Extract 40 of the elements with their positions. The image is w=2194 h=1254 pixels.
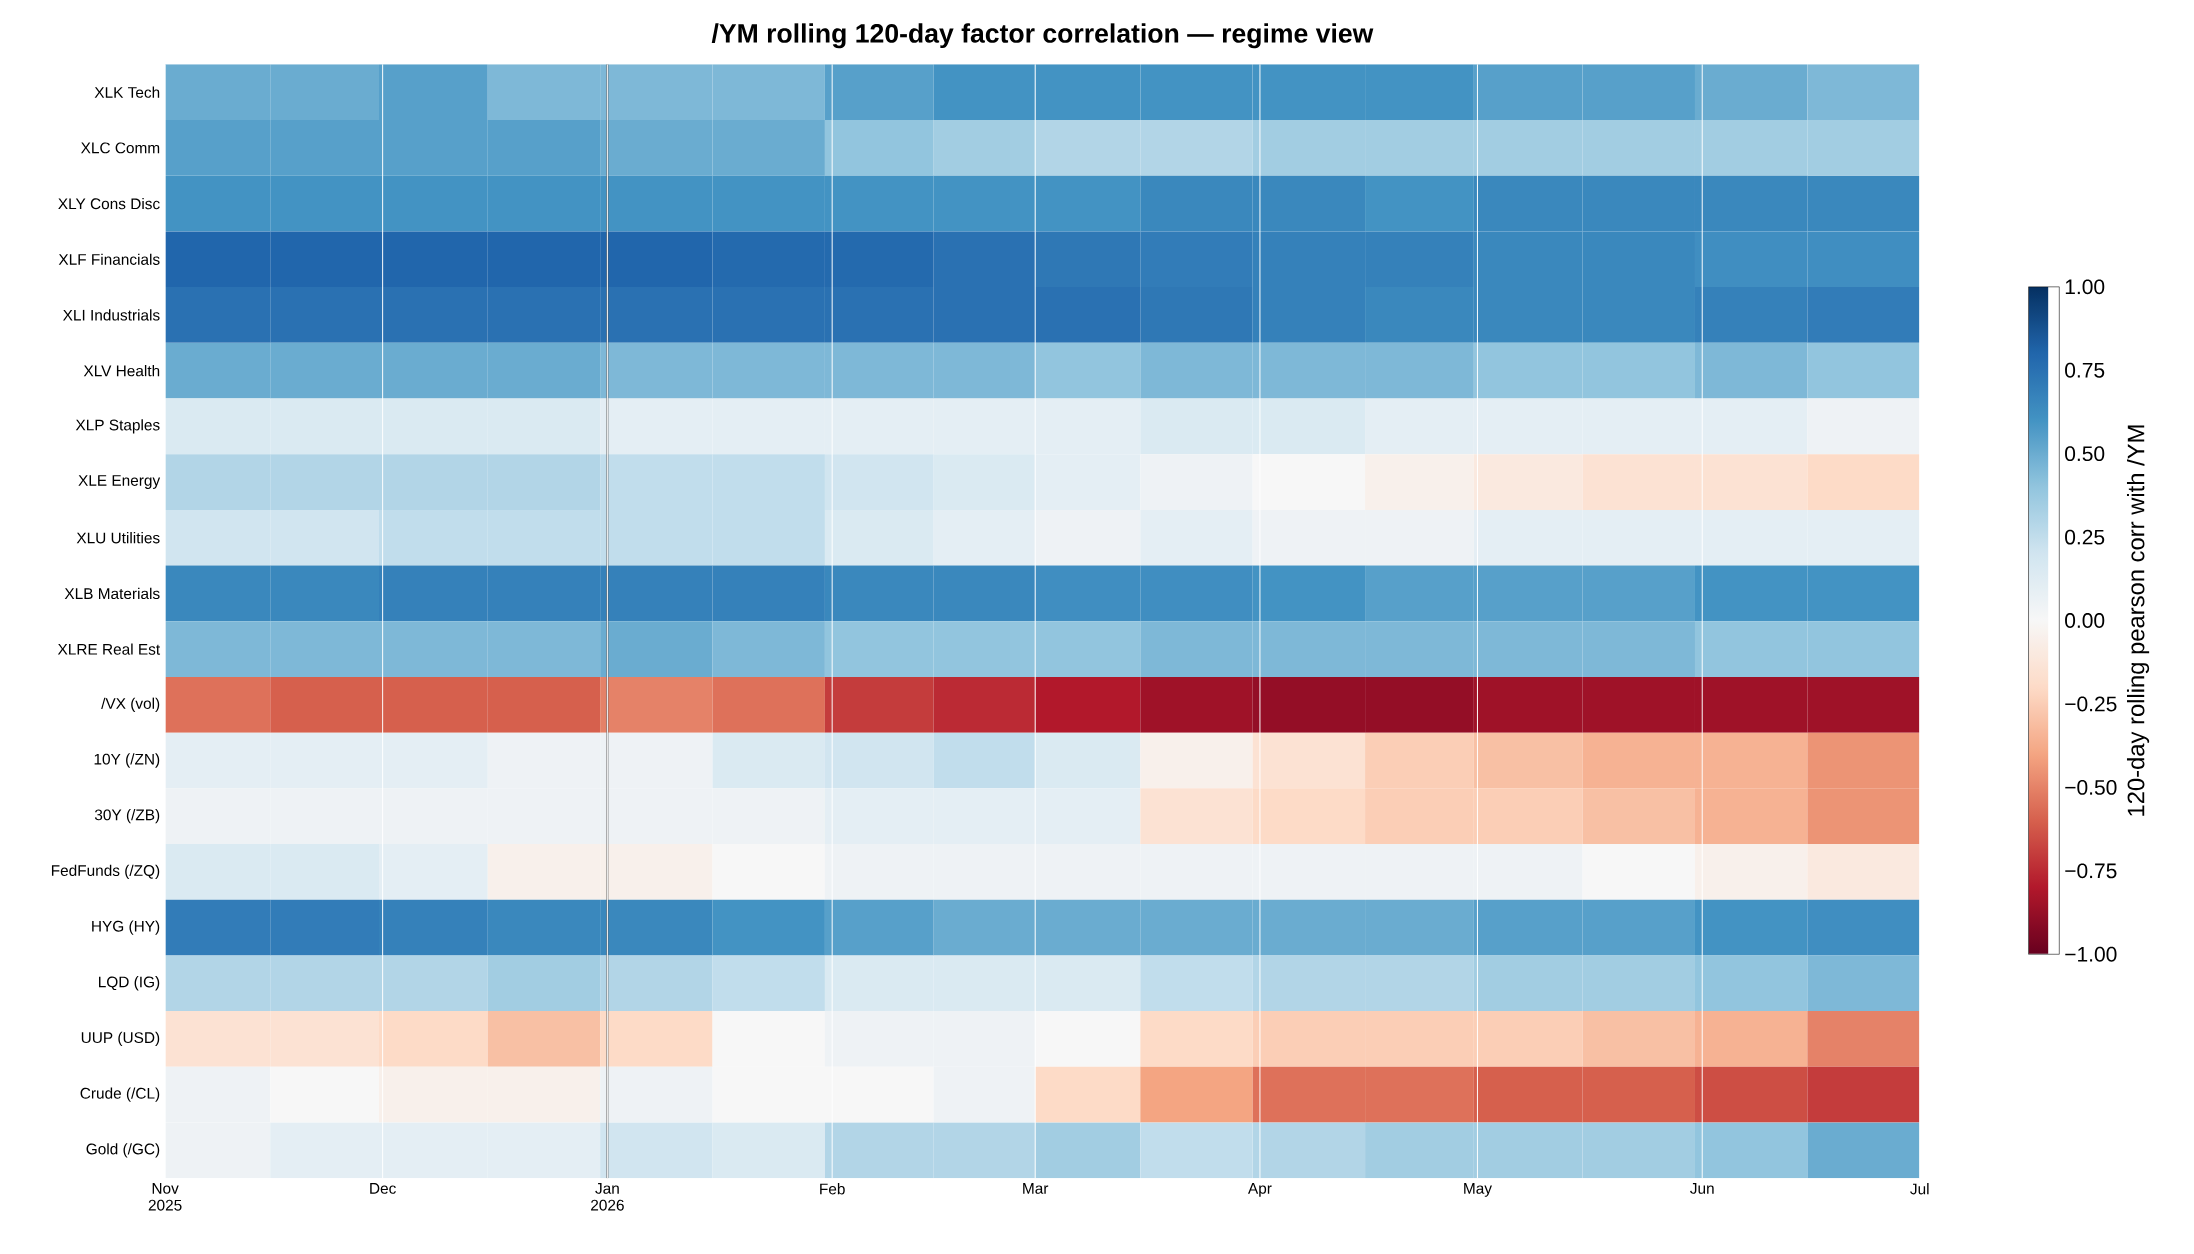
color-bar-title: 120-day rolling pearson corr with /YM (2126, 425, 2150, 816)
color-bar-label: 1.00 (2065, 279, 2105, 295)
color-bar-label: 0.50 (2065, 446, 2105, 462)
y-tick-label: FedFunds (/ZQ) (51, 864, 160, 880)
y-tick-label: LQD (IG) (99, 976, 160, 991)
y-tick-label: 30Y (/ZB) (94, 809, 160, 824)
y-tick-label: XLF Financials (58, 253, 160, 266)
y-tick-label: 10Y (/ZN) (94, 753, 160, 768)
x-tick-label: Jun (1690, 1183, 1714, 1194)
x-tick-label: May (1464, 1183, 1492, 1198)
color-bar-label: −0.25 (2065, 696, 2117, 712)
y-tick-label: Gold (/GC) (86, 1143, 160, 1158)
x-tick-label: Jul (1910, 1183, 1929, 1195)
y-tick-label: XLP Staples (75, 419, 160, 434)
color-bar-label: −0.50 (2065, 780, 2117, 795)
color-bar-label: −0.75 (2065, 863, 2117, 879)
x-tick-label: Nov 2025 (148, 1183, 182, 1211)
y-tick-label: Crude (/CL) (80, 1087, 160, 1102)
x-tick-label: Feb (820, 1183, 845, 1195)
color-bar-label: 0.00 (2065, 613, 2105, 629)
color-bar-label: −1.00 (2065, 946, 2117, 962)
color-bar-label: 0.75 (2065, 362, 2105, 378)
y-tick-label: XLB Materials (64, 587, 160, 600)
y-tick-label: XLK Tech (94, 86, 160, 98)
chart-title: /YM rolling 120-day factor correlation — regime view (711, 23, 1374, 49)
x-tick-label: Jan 2026 (591, 1183, 624, 1211)
y-tick-label: XLE Energy (78, 475, 161, 490)
y-tick-label: XLY Cons Disc (58, 198, 160, 210)
y-tick-label: XLRE Real Est (57, 643, 161, 655)
y-tick-label: UUP (USD) (81, 1031, 160, 1047)
y-tick-label: XLU Utilities (76, 532, 160, 544)
x-tick-label: Dec (370, 1183, 396, 1194)
y-tick-label: XLV Health (83, 365, 160, 377)
y-tick-label: /VX (vol) (101, 697, 160, 713)
x-tick-label: Mar (1023, 1183, 1049, 1194)
y-tick-label: HYG (HY) (92, 920, 160, 935)
y-tick-label: XLC Comm (80, 142, 160, 154)
y-tick-label: XLI Industrials (63, 309, 160, 321)
color-bar-label: 0.25 (2065, 529, 2105, 545)
x-tick-label: Apr (1247, 1183, 1272, 1198)
